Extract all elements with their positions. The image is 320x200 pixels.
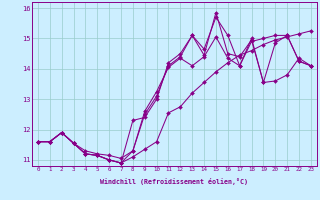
X-axis label: Windchill (Refroidissement éolien,°C): Windchill (Refroidissement éolien,°C)	[100, 178, 248, 185]
